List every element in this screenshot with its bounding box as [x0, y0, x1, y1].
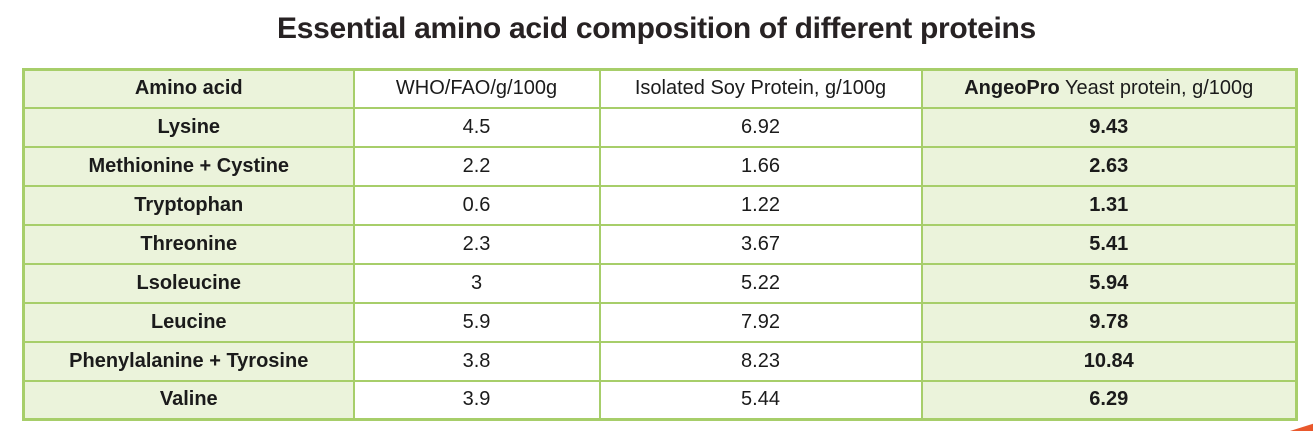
- soy-protein-value-cell: 7.92: [598, 301, 923, 343]
- soy-protein-value-cell: 1.22: [598, 184, 923, 226]
- angeopro-value-cell: 5.94: [920, 262, 1298, 304]
- amino-acid-cell: Phenylalanine + Tyrosine: [22, 340, 355, 382]
- angeopro-value-cell: 10.84: [920, 340, 1298, 382]
- table-row: Tryptophan 0.6 1.22 1.31: [22, 184, 1298, 226]
- soy-protein-value-cell: 6.92: [598, 106, 923, 148]
- table-body: Lysine 4.5 6.92 9.43 Methionine + Cystine 2.2…: [22, 106, 1298, 421]
- table-row: Methionine + Cystine 2.2 1.66 2.63: [22, 145, 1298, 187]
- angeopro-unit-label: Yeast protein, g/100g: [1059, 77, 1254, 100]
- who-fao-value-cell: 3: [352, 262, 601, 304]
- column-header-amino-acid: Amino acid: [22, 68, 355, 109]
- table-row: Lsoleucine 3 5.22 5.94: [22, 262, 1298, 304]
- angeopro-value-cell: 6.29: [920, 379, 1298, 421]
- angeopro-value-cell: 9.43: [920, 106, 1298, 148]
- corner-logo-fragment: [1290, 423, 1313, 431]
- amino-acid-table: Amino acid WHO/FAO/g/100g Isolated Soy P…: [22, 68, 1298, 421]
- angeopro-value-cell: 5.41: [920, 223, 1298, 265]
- soy-protein-value-cell: 1.66: [598, 145, 923, 187]
- table-row: Lysine 4.5 6.92 9.43: [22, 106, 1298, 148]
- amino-acid-cell: Leucine: [22, 301, 355, 343]
- who-fao-value-cell: 3.9: [352, 379, 601, 421]
- column-header-who-fao: WHO/FAO/g/100g: [352, 68, 601, 109]
- who-fao-value-cell: 2.2: [352, 145, 601, 187]
- amino-acid-cell: Valine: [22, 379, 355, 421]
- amino-acid-cell: Lsoleucine: [22, 262, 355, 304]
- page-title: Essential amino acid composition of diff…: [277, 12, 1036, 45]
- angeopro-value-cell: 1.31: [920, 184, 1298, 226]
- amino-acid-cell: Threonine: [22, 223, 355, 265]
- angeopro-value-cell: 9.78: [920, 301, 1298, 343]
- angeopro-value-cell: 2.63: [920, 145, 1298, 187]
- angeopro-brand-label: AngeoPro: [964, 77, 1060, 100]
- table-row: Leucine 5.9 7.92 9.78: [22, 301, 1298, 343]
- amino-acid-cell: Methionine + Cystine: [22, 145, 355, 187]
- amino-acid-cell: Tryptophan: [22, 184, 355, 226]
- soy-protein-value-cell: 8.23: [598, 340, 923, 382]
- who-fao-value-cell: 3.8: [352, 340, 601, 382]
- soy-protein-value-cell: 5.44: [598, 379, 923, 421]
- amino-acid-cell: Lysine: [22, 106, 355, 148]
- column-header-soy-protein: Isolated Soy Protein, g/100g: [598, 68, 923, 109]
- who-fao-value-cell: 4.5: [352, 106, 601, 148]
- column-header-angeopro: AngeoPro Yeast protein, g/100g: [920, 68, 1298, 109]
- header-row: Amino acid WHO/FAO/g/100g Isolated Soy P…: [22, 68, 1298, 109]
- who-fao-value-cell: 0.6: [352, 184, 601, 226]
- soy-protein-value-cell: 5.22: [598, 262, 923, 304]
- soy-protein-value-cell: 3.67: [598, 223, 923, 265]
- table-row: Valine 3.9 5.44 6.29: [22, 379, 1298, 421]
- table-row: Phenylalanine + Tyrosine 3.8 8.23 10.84: [22, 340, 1298, 382]
- who-fao-value-cell: 2.3: [352, 223, 601, 265]
- who-fao-value-cell: 5.9: [352, 301, 601, 343]
- table-row: Threonine 2.3 3.67 5.41: [22, 223, 1298, 265]
